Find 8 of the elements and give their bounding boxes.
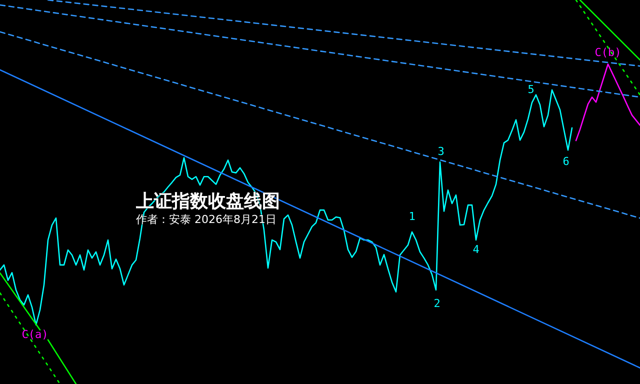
annotation: C(a) bbox=[22, 328, 48, 342]
annotation: 2 bbox=[434, 297, 440, 310]
annotation: 4 bbox=[472, 243, 480, 256]
annotation: 5 bbox=[528, 83, 534, 96]
annotation: 6 bbox=[562, 155, 570, 168]
annotation: C(b) bbox=[594, 46, 622, 60]
annotation: 3 bbox=[438, 145, 444, 158]
annotation: 1 bbox=[408, 210, 416, 224]
